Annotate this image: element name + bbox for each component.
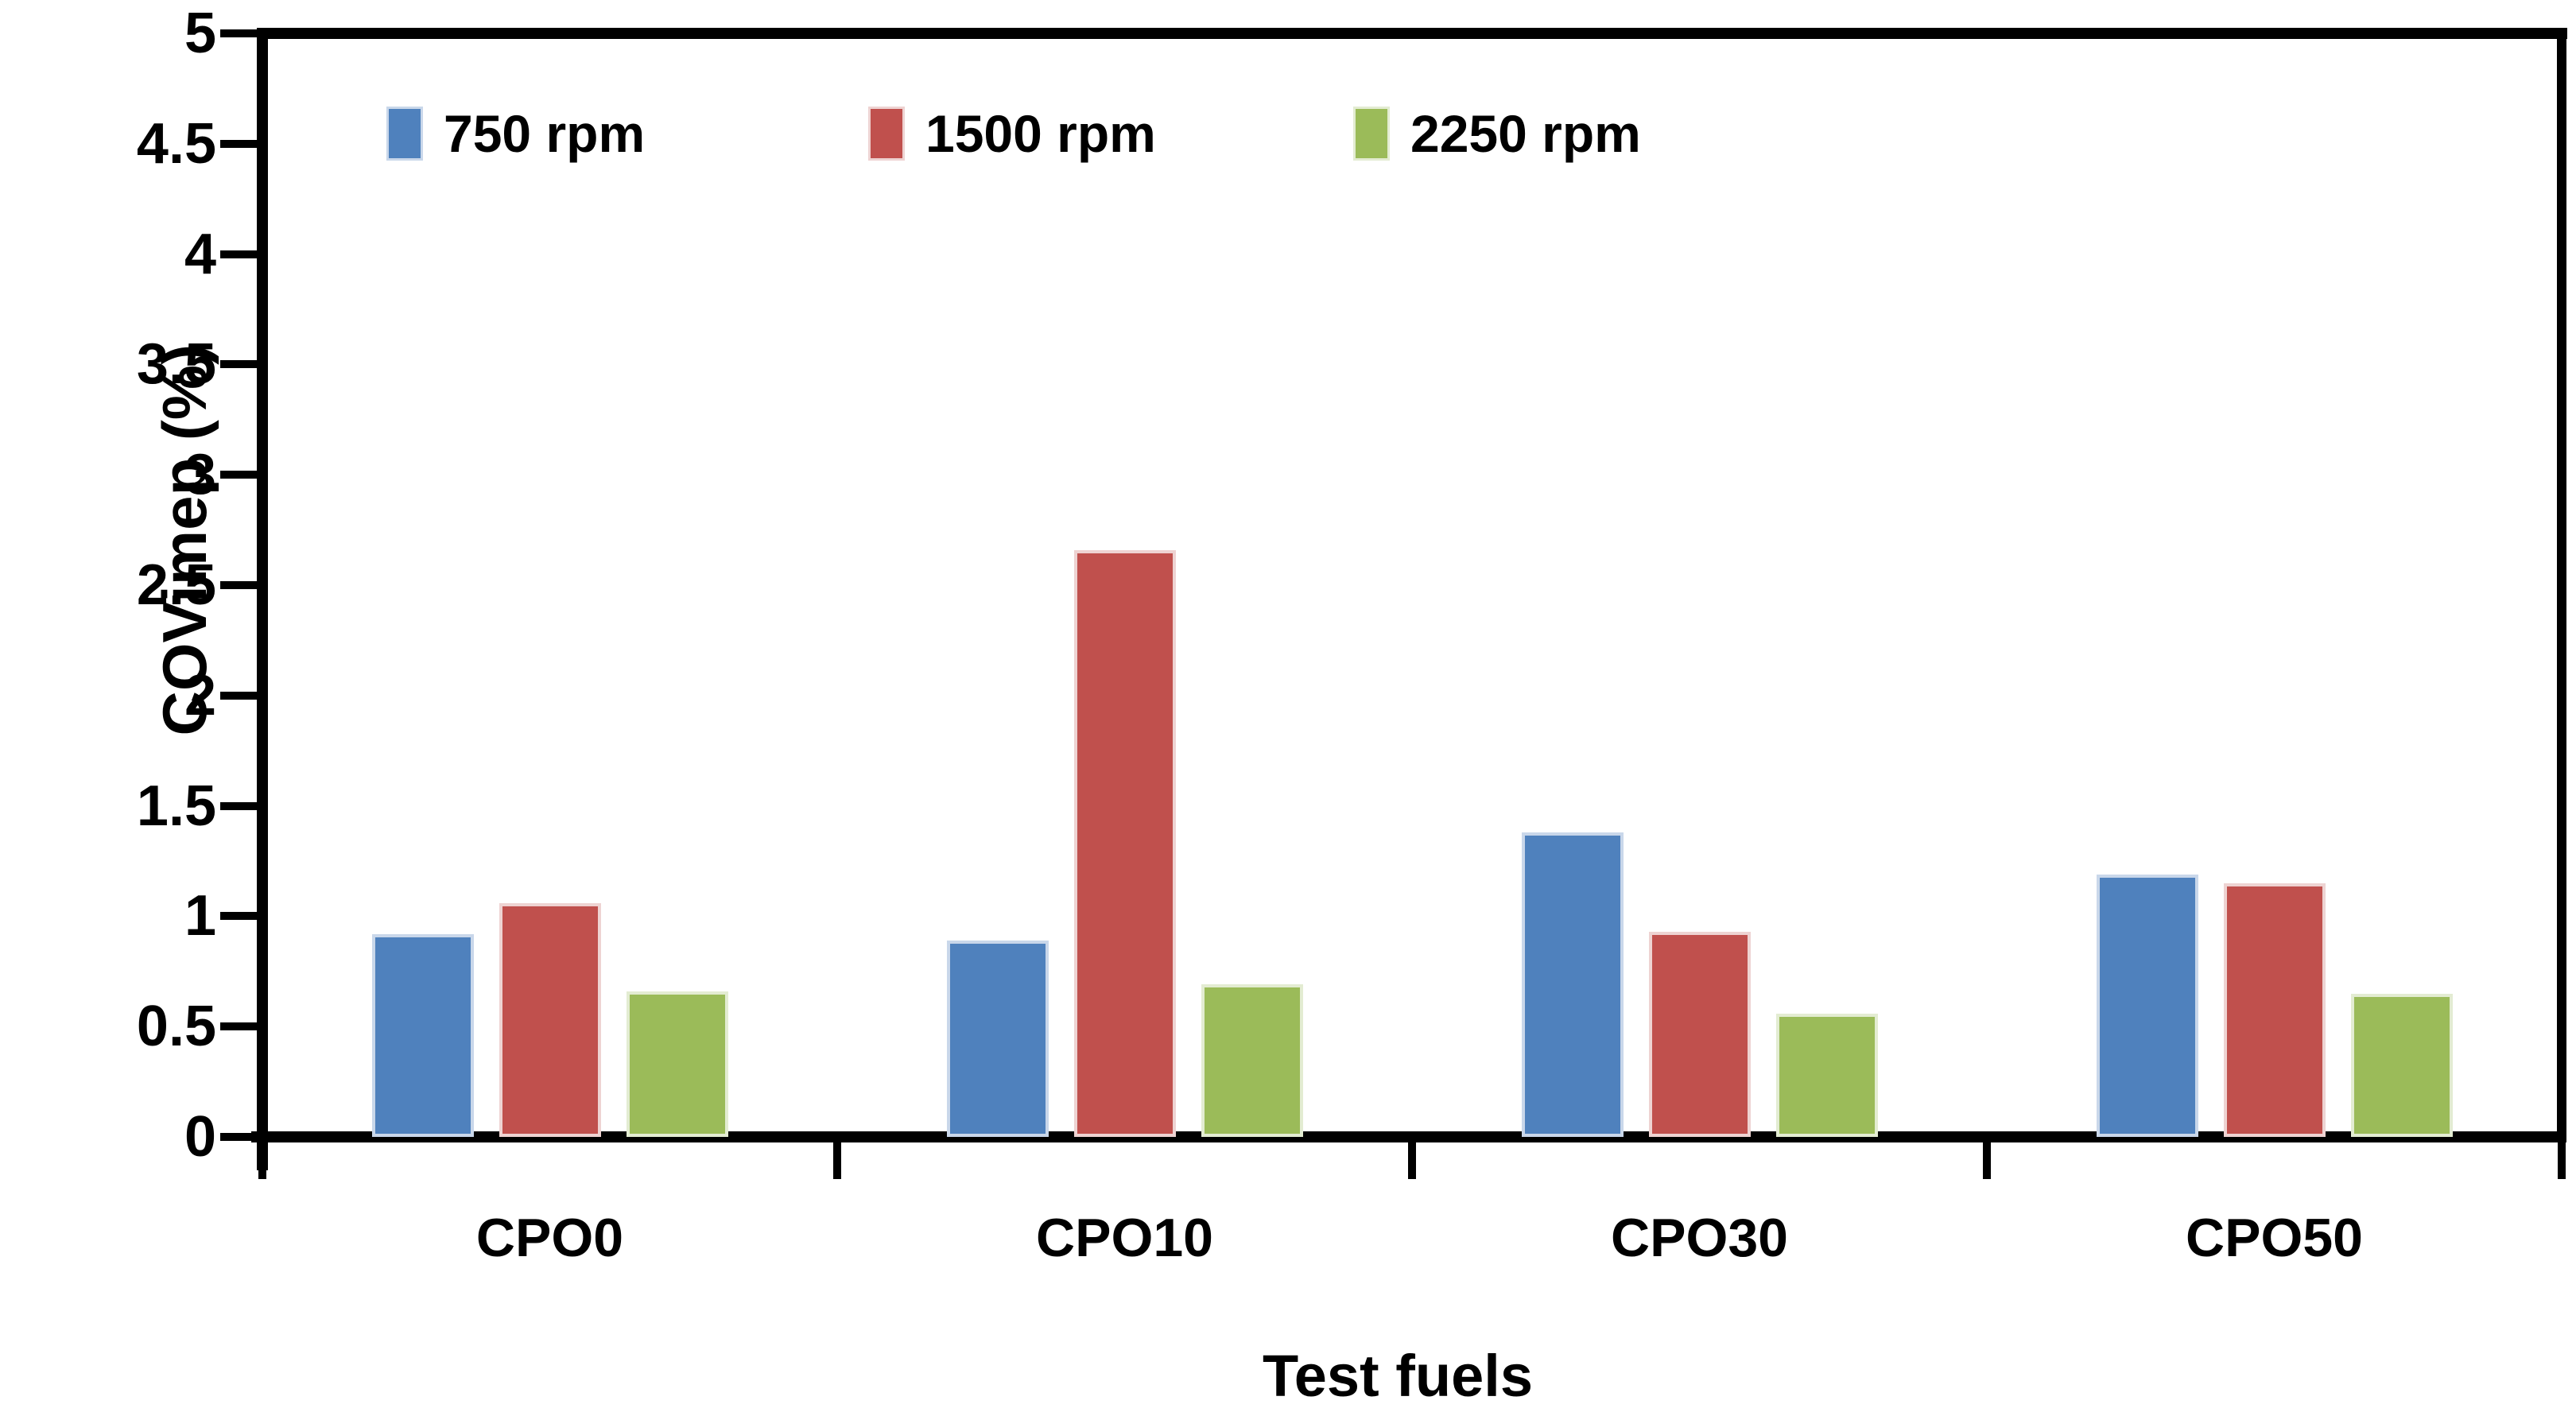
legend-swatch-icon [868,107,905,161]
legend-swatch-icon [1353,107,1390,161]
x-category-label: CPO0 [475,1208,624,1268]
legend-item-750rpm: 750 rpm [386,107,645,161]
y-tick-label: 1 [184,884,216,948]
legend-label: 750 rpm [444,104,646,163]
legend: 750 rpm 1500 rpm 2250 rpm [0,107,2576,170]
bar-cpo10-750rpm [946,940,1049,1137]
y-tick [220,1133,257,1141]
y-tick-label: 3.5 [136,332,216,397]
y-tick-label: 3 [184,443,216,507]
y-tick [220,912,257,921]
x-axis-title: Test fuels [1263,1343,1533,1409]
y-tick-label: 4 [184,222,216,286]
y-tick-label: 2.5 [136,553,216,617]
x-tick [258,1142,266,1179]
legend-swatch-icon [386,107,423,161]
bar-cpo10-1500rpm [1073,549,1176,1137]
legend-item-2250rpm: 2250 rpm [1353,107,1641,161]
x-category-label: CPO50 [2186,1208,2363,1268]
bar-cpo0-750rpm [371,933,474,1137]
bar-cpo50-750rpm [2096,874,2198,1137]
bar-cpo30-1500rpm [1648,931,1751,1137]
y-tick-label: 1.5 [136,774,216,838]
legend-label: 1500 rpm [925,104,1156,163]
x-category-label: CPO10 [1036,1208,1213,1268]
y-tick-label: 5 [184,2,216,65]
bar-cpo30-2250rpm [1775,1013,1878,1137]
y-tick-label: 0.5 [136,995,216,1059]
y-tick [220,801,257,810]
x-axis-line [251,1131,2566,1142]
y-tick [220,691,257,700]
y-tick [220,471,257,479]
plot-top-border [257,28,2567,39]
y-tick [220,581,257,589]
x-tick [2558,1142,2566,1179]
y-tick-label: 4.5 [136,111,216,176]
x-category-label: CPO30 [1611,1208,1788,1268]
y-tick [220,250,257,258]
y-axis-line [257,28,268,1170]
bar-cpo30-750rpm [1521,832,1624,1137]
plot-right-border [2557,28,2566,1142]
y-tick-label: 2 [184,663,216,727]
legend-label: 2250 rpm [1410,104,1641,163]
x-tick [833,1142,841,1179]
bar-cpo0-1500rpm [499,902,601,1137]
y-tick [220,29,257,37]
y-tick-label: 0 [184,1105,216,1169]
y-tick [220,139,257,148]
bar-cpo50-1500rpm [2223,882,2326,1137]
x-tick [1408,1142,1416,1179]
bar-cpo10-2250rpm [1201,984,1303,1137]
y-tick [220,1022,257,1031]
y-tick [220,360,257,369]
x-tick [1983,1142,1991,1179]
bar-cpo0-2250rpm [626,991,728,1137]
bar-cpo50-2250rpm [2350,993,2453,1137]
legend-item-1500rpm: 1500 rpm [868,107,1156,161]
